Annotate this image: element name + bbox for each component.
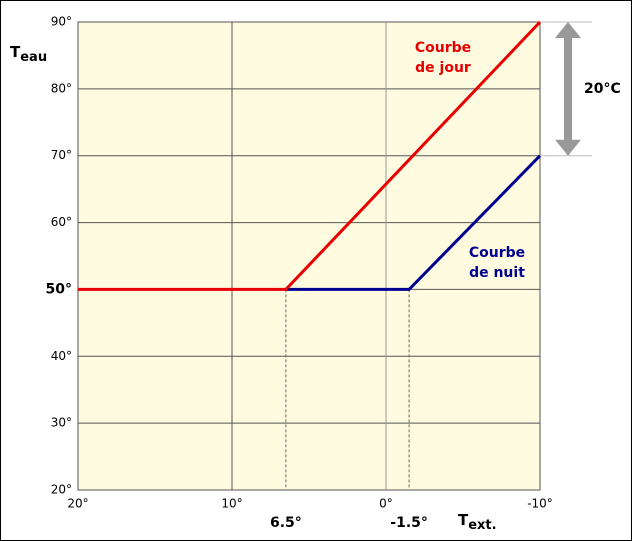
axis-label-sub: ext.	[468, 518, 496, 533]
series-line	[78, 20, 542, 291]
x-tick-label: 10°	[221, 497, 242, 511]
arrow-shaft	[564, 36, 572, 142]
y-tick-label: 60°	[51, 215, 72, 229]
x-mark-label: 6.5°	[270, 515, 302, 531]
y-tick-label: 40°	[51, 349, 72, 363]
series-line	[285, 154, 542, 291]
series-label: de nuit	[469, 265, 525, 281]
annotation-label: 20°C	[584, 81, 621, 97]
y-tick-label: 50°	[46, 281, 72, 297]
axis-label: Text.	[458, 511, 497, 533]
series-label: Courbe	[469, 245, 525, 261]
series-label: de jour	[415, 60, 471, 76]
x-mark-label: -1.5°	[390, 515, 428, 531]
series-label: Courbe	[415, 40, 471, 56]
axis-label-sub: eau	[20, 50, 47, 65]
plot-area	[77, 21, 541, 491]
arrow-head	[555, 22, 581, 38]
y-tick-label: 80°	[51, 81, 72, 95]
axis-label: Teau	[10, 43, 47, 65]
y-tick-label: 20°	[51, 483, 72, 497]
arrow-head	[555, 139, 581, 156]
axis-label-main: T	[10, 43, 21, 61]
y-tick-label: 30°	[51, 416, 72, 430]
x-tick-label: 20°	[67, 497, 88, 511]
y-tick-label: 70°	[51, 148, 72, 162]
x-tick-label: -10°	[527, 497, 553, 511]
y-tick-label: 90°	[51, 15, 72, 29]
x-tick-label: 0°	[379, 497, 393, 511]
axis-label-main: T	[458, 511, 469, 529]
